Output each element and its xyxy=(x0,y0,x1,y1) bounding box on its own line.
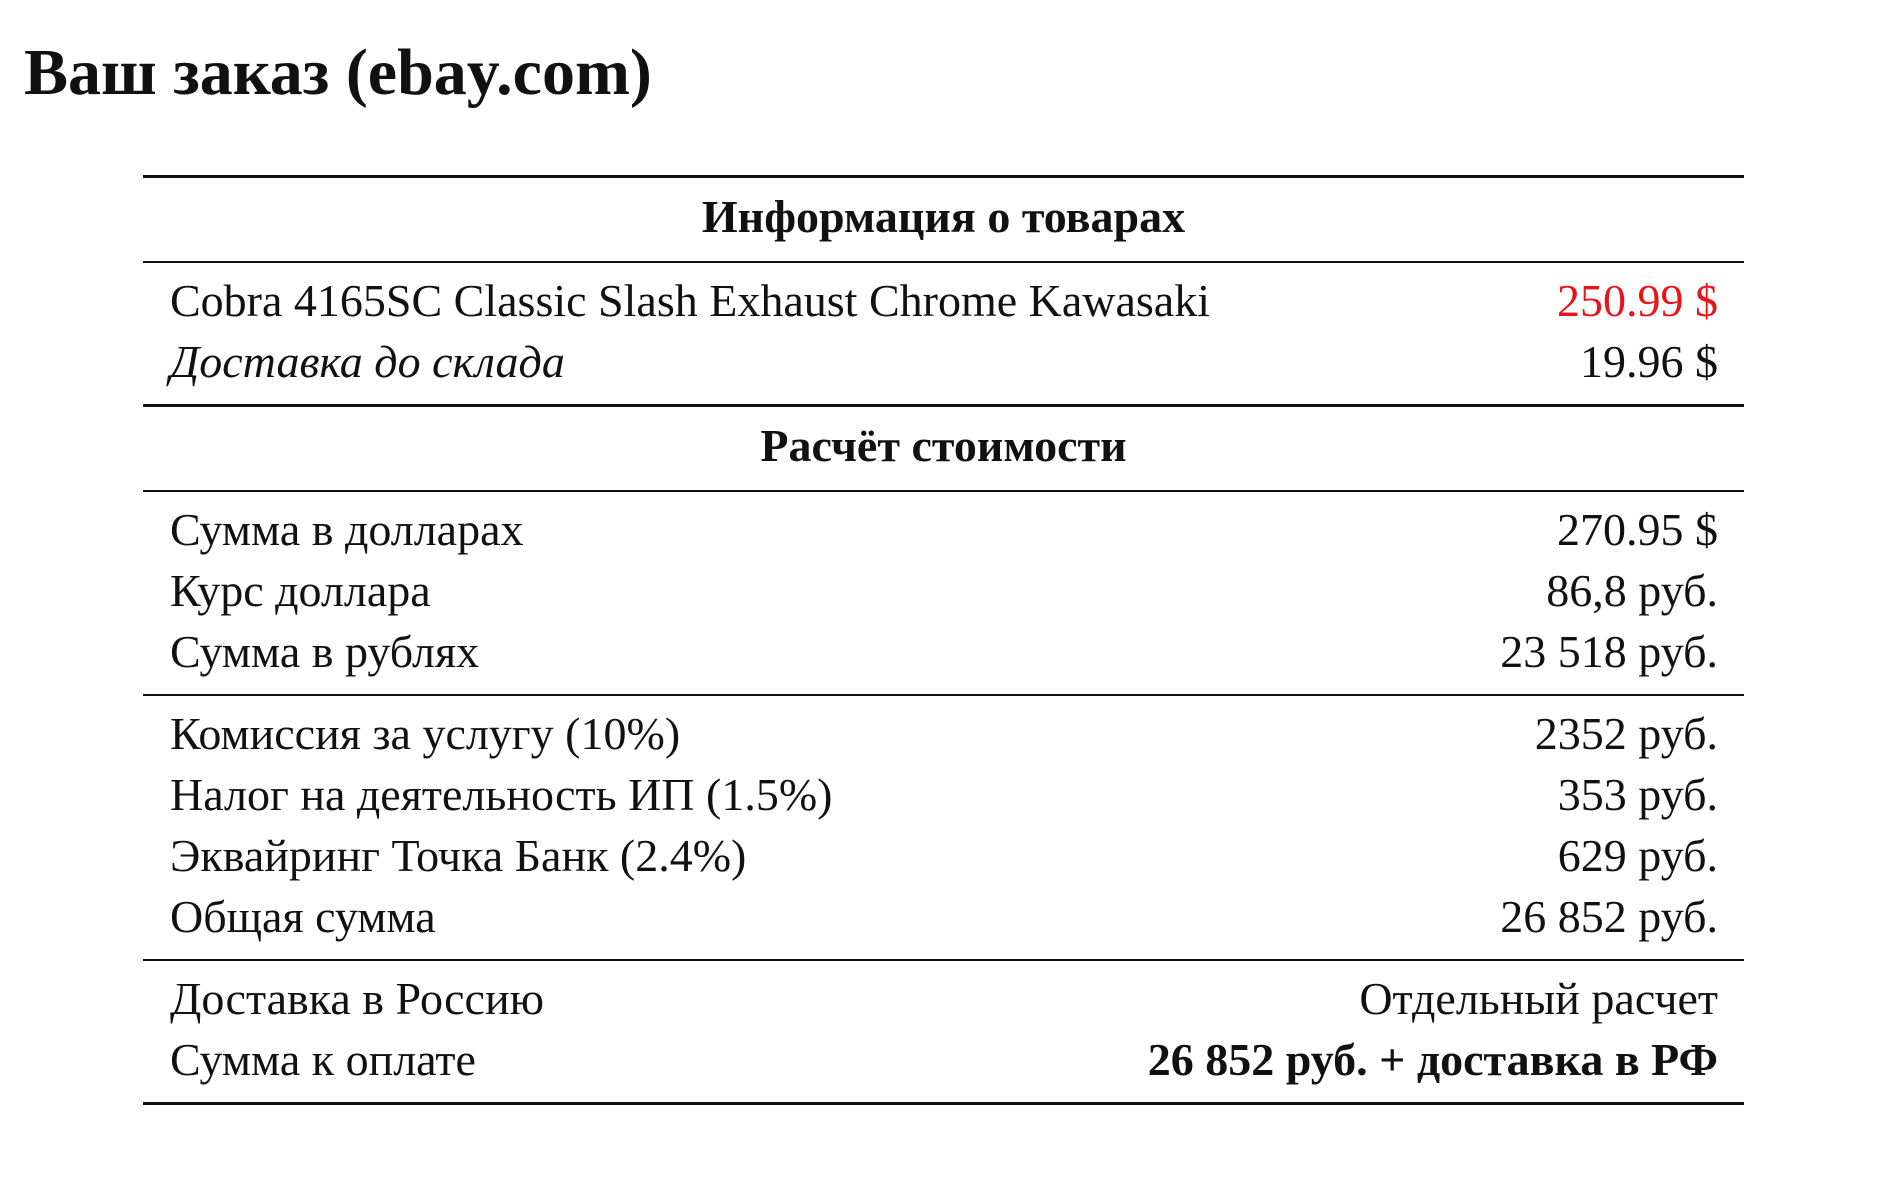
row-label: Доставка до склада xyxy=(170,336,565,387)
row-label: Курс доллара xyxy=(170,565,431,616)
row-value: Отдельный расчет xyxy=(1359,973,1718,1024)
row-value: 270.95 $ xyxy=(1557,504,1718,555)
rule xyxy=(143,403,1744,407)
row-label: Эквайринг Точка Банк (2.4%) xyxy=(170,830,747,881)
row-value: 250.99 $ xyxy=(1557,275,1718,326)
rule xyxy=(143,490,1744,492)
rule xyxy=(143,261,1744,263)
rule xyxy=(143,1101,1744,1105)
page-title: Ваш заказ (ebay.com) xyxy=(24,36,652,109)
row-value: 2352 руб. xyxy=(1534,708,1718,759)
row-label: Комиссия за услугу (10%) xyxy=(170,708,681,759)
row-label: Доставка в Россию xyxy=(170,973,544,1024)
row-value: 86,8 руб. xyxy=(1546,565,1718,616)
rule xyxy=(143,959,1744,961)
row-value: 353 руб. xyxy=(1557,769,1718,820)
row-label: Сумма в рублях xyxy=(170,626,480,677)
row-label: Сумма в долларах xyxy=(170,504,524,555)
rule xyxy=(143,694,1744,696)
row-label: Сумма к оплате xyxy=(170,1034,476,1085)
row-label: Общая сумма xyxy=(170,891,436,942)
row-value: 19.96 $ xyxy=(1580,336,1718,387)
rule xyxy=(143,174,1744,178)
row-value: 23 518 руб. xyxy=(1500,626,1718,677)
row-label: Налог на деятельность ИП (1.5%) xyxy=(170,769,833,820)
section-heading: Информация о товарах xyxy=(701,191,1186,242)
row-value: 26 852 руб. + доставка в РФ xyxy=(1147,1034,1718,1085)
row-value: 26 852 руб. xyxy=(1500,891,1718,942)
section-heading: Расчёт стоимости xyxy=(760,420,1127,471)
row-value: 629 руб. xyxy=(1557,830,1718,881)
row-label: Cobra 4165SC Classic Slash Exhaust Chrom… xyxy=(170,275,1211,326)
